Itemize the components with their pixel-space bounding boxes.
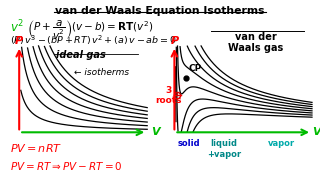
Text: ← isotherms: ← isotherms [74,68,129,77]
Text: 3
roots: 3 roots [155,86,181,105]
Text: $(P)\,v^3 - (bP + RT)\,v^2 + (a)\,v - ab = 0$: $(P)\,v^3 - (bP + RT)\,v^2 + (a)\,v - ab… [10,34,176,48]
Text: $PV = nRT$: $PV = nRT$ [10,143,62,154]
Text: solid: solid [178,140,200,148]
Text: $\left(P + \dfrac{a}{v^2}\right)(v - b) = \mathbf{R}\mathbf{T}\left(v^2\right)$: $\left(P + \dfrac{a}{v^2}\right)(v - b) … [27,19,154,42]
Text: ideal gas: ideal gas [56,50,106,60]
Text: vapor: vapor [268,140,295,148]
Text: $v^2$: $v^2$ [10,19,24,35]
Text: $PV = RT \Rightarrow PV - RT = 0$: $PV = RT \Rightarrow PV - RT = 0$ [10,161,122,172]
Text: P: P [15,36,23,46]
Text: P: P [170,36,179,46]
Text: van der
Waals gas: van der Waals gas [228,31,284,53]
Text: 1: 1 [174,92,179,97]
Text: V: V [151,127,159,137]
Text: CP: CP [188,64,202,73]
Text: liquid
+vapor: liquid +vapor [207,140,241,159]
Text: van der Waals Equation Isotherms: van der Waals Equation Isotherms [55,6,265,16]
Text: V: V [312,127,320,137]
